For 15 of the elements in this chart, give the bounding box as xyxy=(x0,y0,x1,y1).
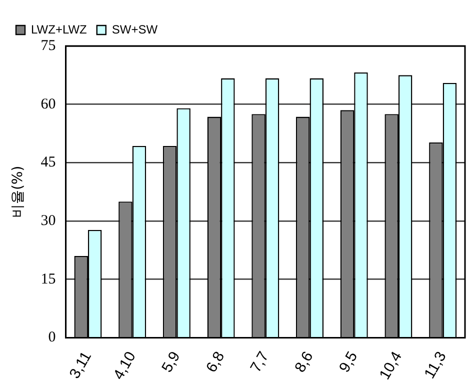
y-axis-title: 비율(%) xyxy=(10,166,26,218)
y-tick-label: 15 xyxy=(40,271,56,288)
x-tick-label: 5,9 xyxy=(158,348,184,376)
x-tick-label: 3,11 xyxy=(66,348,96,382)
y-tick-label: 60 xyxy=(40,96,56,112)
y-tick-label: 30 xyxy=(40,212,56,229)
legend-label: SW+SW xyxy=(112,22,158,36)
legend-label: LWZ+LWZ xyxy=(31,22,87,36)
y-tick-label: 45 xyxy=(40,154,56,171)
y-tick-label: 0 xyxy=(48,330,56,346)
x-tick-label: 9,5 xyxy=(336,348,362,376)
x-tick-label: 7,7 xyxy=(247,348,272,376)
x-tick-label: 6,8 xyxy=(202,348,228,376)
x-tick-label: 8,6 xyxy=(292,348,317,376)
y-tick-label: 75 xyxy=(40,38,56,54)
